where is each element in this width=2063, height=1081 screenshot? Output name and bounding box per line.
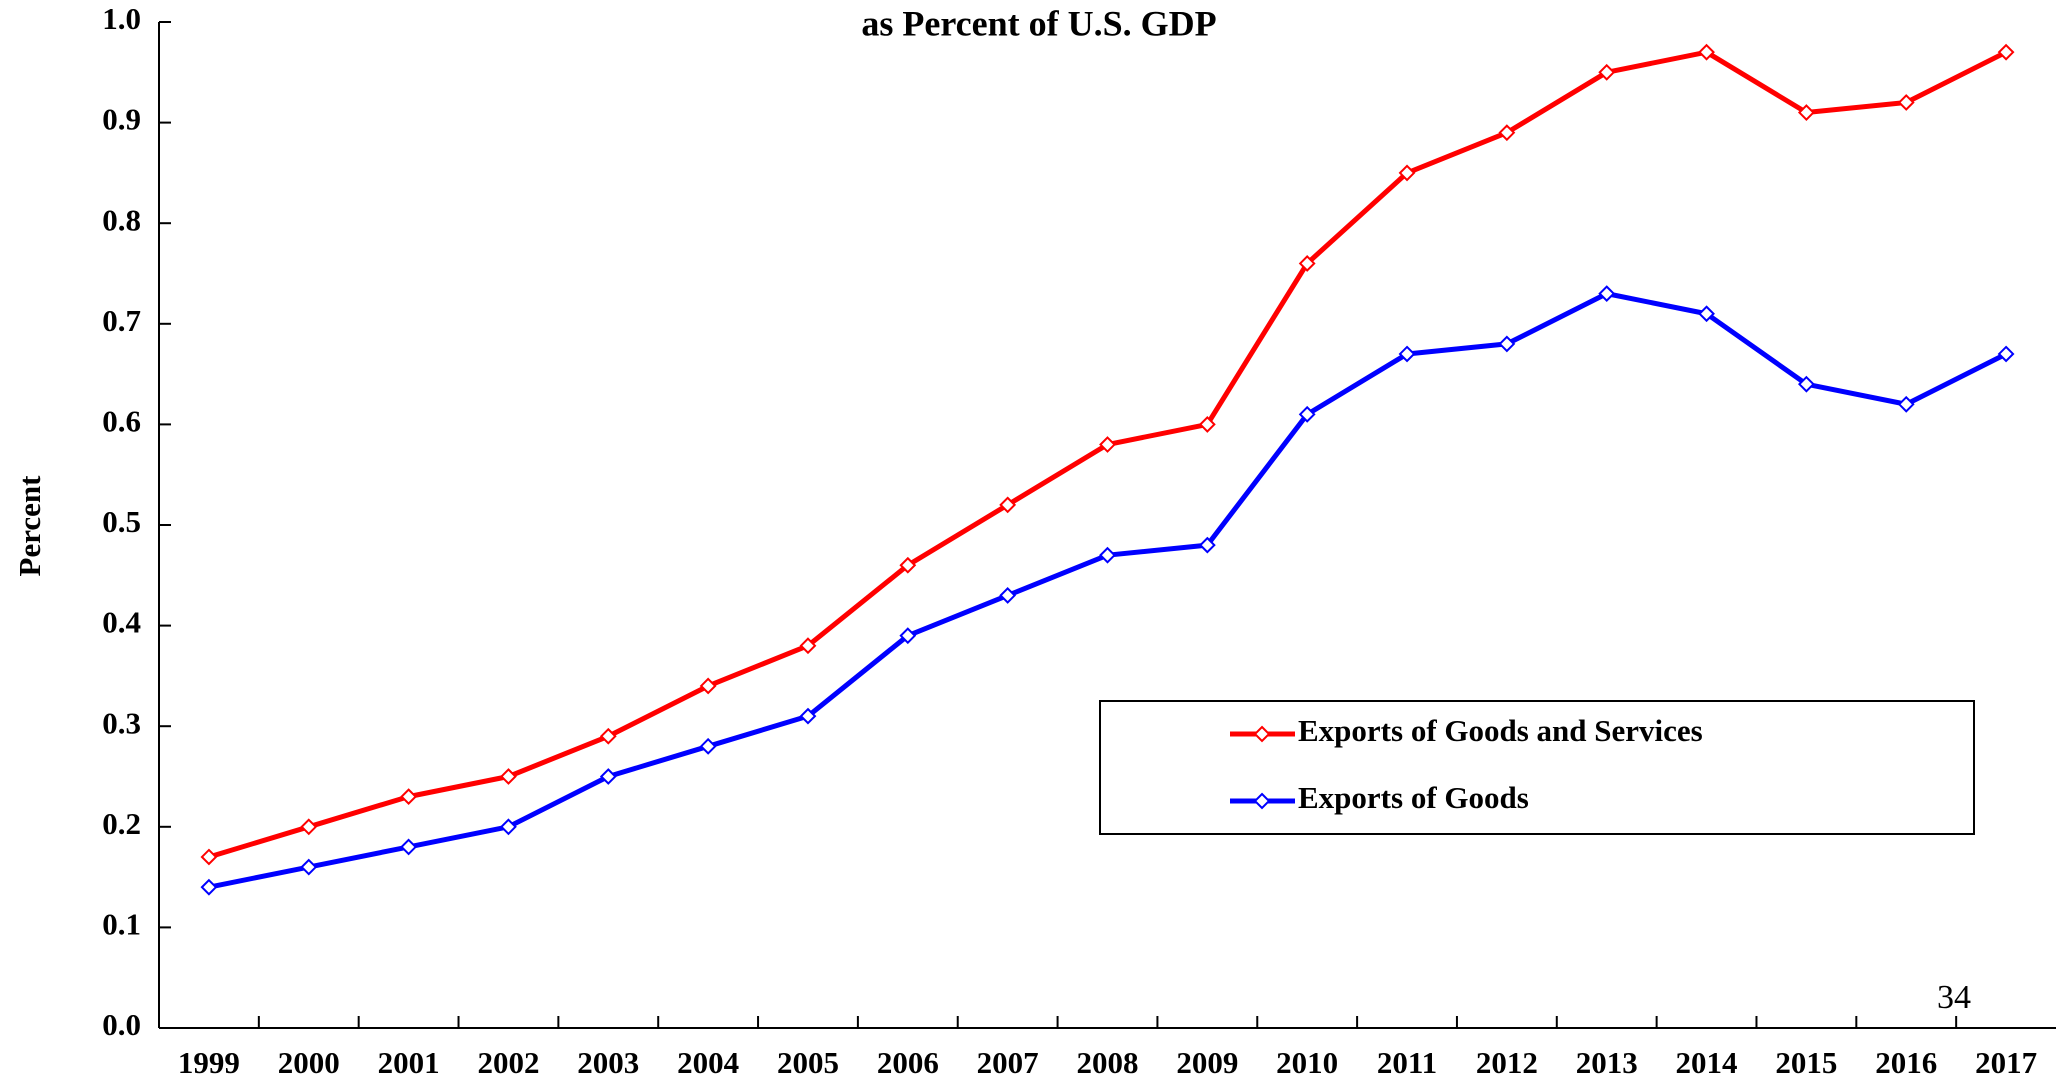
marker [899,627,917,645]
marker [1598,285,1616,303]
legend-marker [1253,725,1271,743]
chart-title: as Percent of U.S. GDP [861,3,1216,43]
marker [400,788,418,806]
marker [1897,395,1915,413]
marker [799,707,817,725]
marker [999,587,1017,604]
marker [1698,43,1715,61]
marker [200,878,218,896]
marker [1897,94,1915,111]
marker [1298,255,1316,272]
marker [599,727,617,745]
marker [400,838,418,856]
marker [1198,536,1216,554]
x-tick-label: 2007 [977,1045,1039,1080]
x-tick-label: 2010 [1276,1045,1338,1080]
x-tick-label: 2000 [278,1045,340,1080]
marker [500,818,517,836]
marker [1797,375,1815,393]
y-tick-label: 0.9 [102,102,141,137]
x-tick-label: 2013 [1576,1045,1638,1080]
marker [1698,305,1715,323]
x-tick-label: 2004 [677,1045,739,1080]
x-tick-label: 2016 [1875,1045,1937,1080]
y-tick-label: 0.7 [102,303,141,338]
y-tick-label: 0.4 [102,605,141,640]
y-tick-label: 0.0 [102,1007,141,1042]
marker [1198,415,1216,433]
legend-marker [1253,792,1271,810]
marker [1997,345,2015,363]
marker [300,858,318,876]
marker [999,496,1017,514]
legend-label: Exports of Goods [1298,780,1529,815]
x-tick-label: 2014 [1676,1045,1738,1080]
x-tick-label: 1999 [178,1045,240,1080]
marker [500,768,517,785]
marker [1099,436,1116,453]
x-tick-label: 2017 [1975,1045,2037,1080]
marker [599,768,617,785]
legend-box [1099,700,1975,835]
marker [1498,335,1516,353]
marker [200,848,218,866]
x-tick-label: 2008 [1077,1045,1139,1080]
marker [1797,104,1815,121]
x-tick-label: 2006 [877,1045,939,1080]
legend-label: Exports of Goods and Services [1298,713,1703,748]
x-tick-label: 2015 [1775,1045,1837,1080]
y-tick-label: 0.5 [102,504,141,539]
x-tick-label: 2011 [1377,1045,1437,1080]
marker [1498,124,1516,142]
marker [799,637,817,655]
marker [300,818,318,836]
marker [1298,405,1316,423]
y-tick-label: 0.3 [102,705,141,740]
marker [899,556,917,574]
x-tick-label: 2003 [577,1045,639,1080]
y-tick-label: 0.2 [102,806,141,841]
x-tick-label: 2002 [477,1045,539,1080]
x-tick-label: 2005 [777,1045,839,1080]
y-tick-label: 1.0 [102,1,141,36]
y-tick-label: 0.8 [102,202,141,237]
x-tick-label: 2001 [378,1045,440,1080]
marker [699,677,717,695]
y-tick-label: 0.1 [102,907,141,942]
y-axis-label: Percent [12,475,47,577]
marker [699,737,717,755]
marker [1598,63,1616,81]
x-tick-label: 2009 [1176,1045,1238,1080]
marker [1398,164,1416,182]
marker [1099,546,1116,564]
x-tick-label: 2012 [1476,1045,1538,1080]
y-tick-label: 0.6 [102,404,141,439]
page-number: 34 [1937,979,1971,1016]
marker [1398,345,1416,363]
marker [1997,43,2015,61]
